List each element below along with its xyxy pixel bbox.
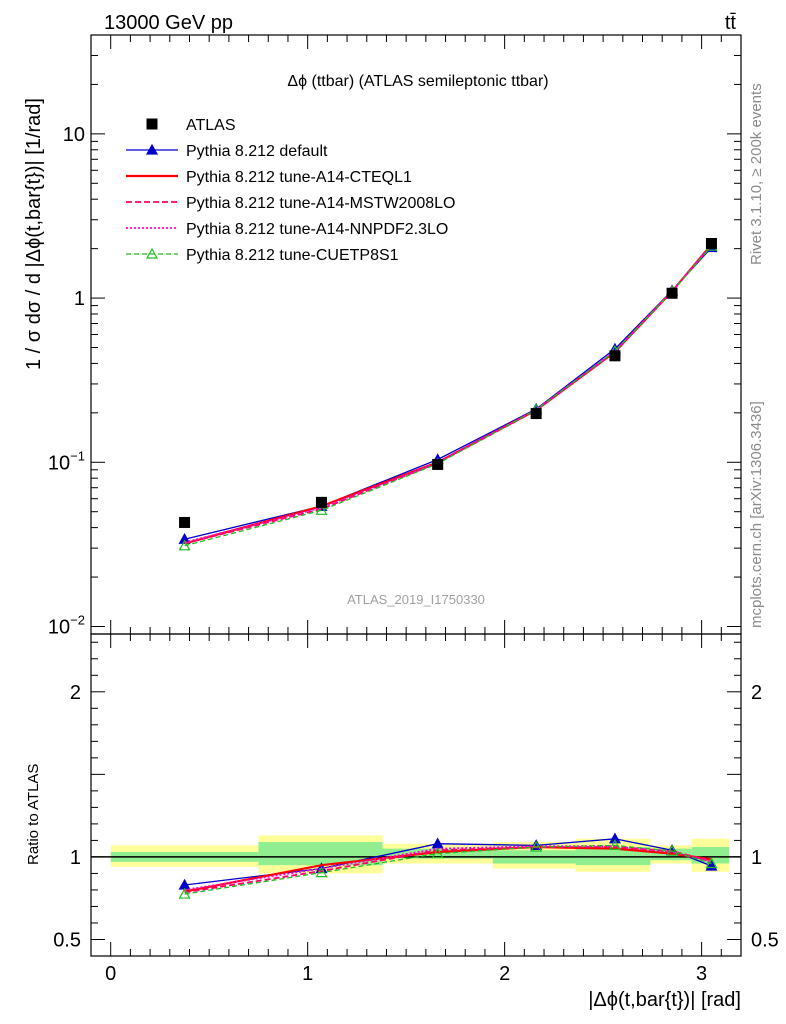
legend: ATLAS Pythia 8.212 default Pythia 8.212 tu…	[126, 117, 455, 264]
x-tick-label-1: 1	[302, 963, 313, 985]
main-plot-title: Δϕ (ttbar) (ATLAS semileptonic ttbar)	[287, 73, 548, 90]
x-tick-label-3: 3	[696, 963, 707, 985]
tick-label-base: 10	[48, 452, 70, 474]
watermark: ATLAS_2019_I1750330	[347, 592, 485, 607]
legend-label: Pythia 8.212 tune-A14-CTEQL1	[186, 169, 412, 186]
main-series-line-1	[184, 243, 713, 545]
legend-label: Pythia 8.212 tune-A14-NNPDF2.3LO	[186, 221, 448, 238]
series-lines	[178, 237, 718, 899]
ratio-plot-frame	[90, 633, 742, 957]
legend-label: Pythia 8.212 default	[186, 143, 328, 160]
legend-marker	[145, 247, 159, 259]
ratio-y-axis-label: Ratio to ATLAS	[25, 764, 42, 865]
data-point	[705, 237, 717, 249]
ratio-stat-band-4	[575, 847, 651, 866]
ratio-series-marker-4	[431, 847, 444, 859]
data-point	[432, 458, 444, 470]
ratio-series-marker-4	[178, 887, 191, 899]
data-point	[315, 496, 327, 508]
data-point	[530, 408, 542, 420]
legend-entry-1: Pythia 8.212 default	[126, 143, 328, 160]
main-series-marker-4	[178, 539, 191, 551]
ratio-stat-band-1	[258, 842, 383, 866]
x-axis-label: |Δϕ(t,bar{t})| [rad]	[588, 989, 741, 1011]
tick-label-base: 10	[63, 124, 85, 146]
rivet-label: Rivet 3.1.10, ≥ 200k events	[748, 83, 765, 265]
ratio-series-marker-0	[608, 832, 621, 844]
main-y-axis-label: 1 / σ dσ / d |Δϕ(t,bar{t})| [1/rad]	[23, 98, 45, 370]
mcplots-label: mcplots.cern.ch [arXiv:1306.3436]	[748, 401, 765, 628]
main-y-tick-label-0: 10−2	[48, 612, 85, 638]
legend-marker	[145, 143, 159, 155]
legend-entry-2: Pythia 8.212 tune-A14-CTEQL1	[126, 169, 412, 186]
main-series-line-4	[184, 245, 712, 547]
ratio-y-tick-label-right-1: 1	[751, 847, 762, 869]
legend-label: ATLAS	[186, 117, 236, 134]
ratio-series-line-4	[184, 844, 712, 895]
header-left: 13000 GeV pp	[104, 12, 233, 34]
legend-entry-3: Pythia 8.212 tune-A14-MSTW2008LO	[126, 195, 455, 212]
ratio-y-tick-label-right-2: 2	[751, 682, 762, 704]
ratio-series-marker-4	[530, 840, 543, 852]
main-y-tick-label-1: 10−1	[48, 448, 85, 474]
ratio-y-tick-label-right-0: 0.5	[751, 929, 779, 951]
ratio-series-marker-4	[315, 866, 328, 878]
x-tick-label-0: 0	[105, 963, 116, 985]
main-y-tick-label-3: 10	[63, 124, 85, 146]
main-series-line-3	[184, 244, 713, 544]
main-series-line-2	[184, 243, 713, 545]
data-point	[179, 516, 191, 528]
legend-label: Pythia 8.212 tune-CUETP8S1	[186, 247, 399, 264]
data-point	[666, 287, 678, 299]
ratio-uncertainty-bands	[91, 835, 741, 874]
ratio-y-tick-label-left-2: 2	[70, 682, 81, 704]
x-tick-label-2: 2	[499, 963, 510, 985]
legend-marker	[146, 118, 158, 130]
tick-label-exponent: −2	[70, 612, 85, 627]
ratio-y-tick-label-left-1: 1	[70, 847, 81, 869]
ratio-series-marker-4	[608, 839, 621, 850]
main-y-tick-label-2: 1	[74, 288, 85, 310]
main-series-line-0	[184, 247, 712, 540]
tick-label-base: 10	[48, 616, 70, 638]
data-point	[609, 350, 621, 362]
legend-entry-5: Pythia 8.212 tune-CUETP8S1	[126, 247, 399, 264]
legend-entry-0: ATLAS	[146, 117, 236, 134]
ratio-series-marker-4	[705, 857, 718, 869]
tick-label-base: 1	[74, 288, 85, 310]
header-right: tt̄	[725, 12, 737, 34]
legend-label: Pythia 8.212 tune-A14-MSTW2008LO	[186, 195, 455, 212]
legend-entry-4: Pythia 8.212 tune-A14-NNPDF2.3LO	[126, 221, 448, 238]
ratio-y-tick-label-left-0: 0.5	[53, 929, 81, 951]
tick-label-exponent: −1	[70, 448, 85, 463]
main-series-marker-4	[315, 504, 328, 515]
ratio-series-marker-4	[666, 844, 679, 856]
